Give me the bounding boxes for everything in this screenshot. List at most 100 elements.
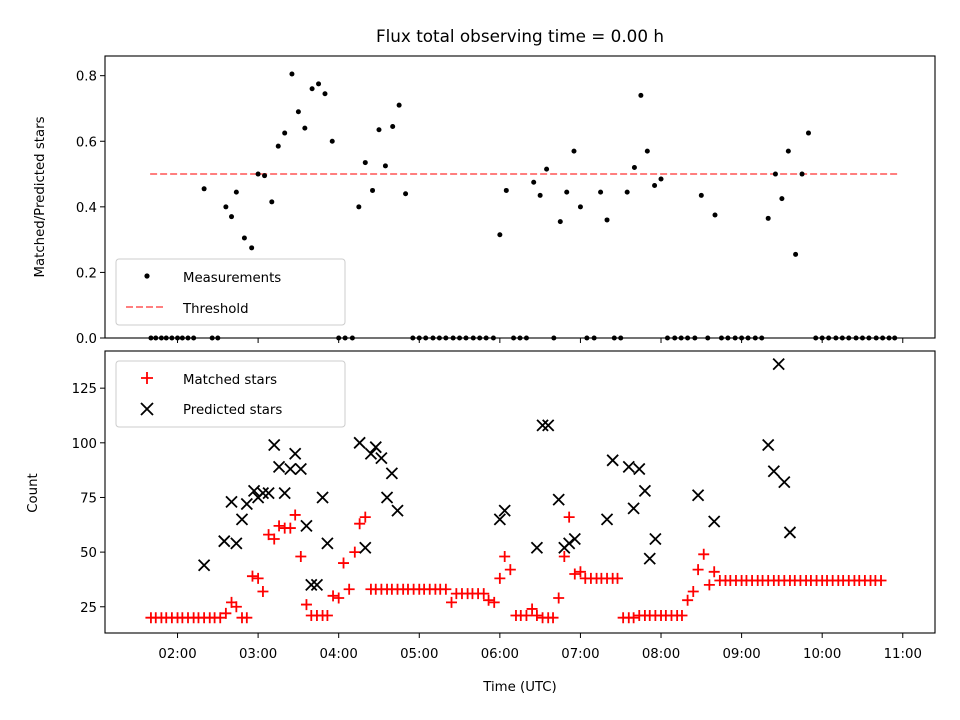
matched-star-point — [268, 533, 280, 545]
predicted-star-point — [294, 462, 307, 476]
predicted-star-point — [606, 454, 619, 467]
measurement-point — [289, 71, 295, 77]
matched-star-point — [563, 511, 575, 523]
measurement-point — [537, 192, 543, 198]
bottom-y-tick-label: 25 — [80, 601, 97, 616]
predicted-star-point — [542, 419, 555, 432]
x-tick-label: 08:00 — [642, 647, 680, 662]
predicted-star-point — [691, 489, 705, 502]
measurement-point — [233, 189, 239, 195]
matched-star-point — [531, 610, 543, 622]
measurement-point — [382, 163, 388, 169]
matched-star-point — [547, 612, 559, 624]
predicted-star-point — [268, 438, 281, 452]
predicted-star-point — [385, 467, 399, 480]
measurement-point — [598, 189, 604, 195]
measurement-point — [793, 251, 799, 257]
measurement-point — [356, 204, 362, 210]
matched-star-point — [574, 566, 586, 578]
matched-star-point — [263, 529, 275, 541]
matched-star-point — [343, 583, 355, 595]
measurement-point — [322, 91, 328, 97]
measurement-point — [785, 148, 791, 154]
top-axes-frame — [104, 55, 936, 339]
bottom-y-tick-label: 125 — [72, 382, 97, 397]
measurement-point — [652, 183, 658, 189]
predicted-star-point — [240, 497, 253, 511]
measurement-point — [638, 92, 644, 98]
predicted-star-point — [380, 491, 394, 504]
measurement-point — [295, 109, 301, 115]
top-legend-box — [115, 258, 346, 326]
predicted-star-point — [300, 519, 313, 533]
predicted-star-point — [530, 541, 544, 554]
measurement-point — [241, 235, 247, 241]
predicted-star-point — [310, 578, 324, 592]
top-y-tick-label: 0.0 — [76, 332, 97, 347]
matched-star-point — [214, 612, 226, 624]
measurement-point — [362, 160, 368, 166]
predicted-star-point — [197, 559, 211, 572]
matched-star-point — [241, 612, 253, 624]
predicted-star-point — [321, 537, 334, 550]
matched-star-point — [273, 520, 285, 532]
predicted-star-point — [600, 513, 614, 526]
predicted-star-point — [638, 484, 652, 498]
predicted-star-point — [305, 578, 318, 592]
predicted-star-point — [369, 441, 382, 454]
predicted-star-point — [247, 484, 261, 498]
top-y-tick-label: 0.8 — [76, 70, 97, 85]
matched-star-point — [230, 601, 242, 613]
top-y-axis-label: Matched/Predicted stars — [33, 116, 48, 277]
matched-star-point — [300, 599, 312, 611]
predicted-star-point — [568, 532, 581, 546]
measurement-point — [396, 102, 402, 108]
predicted-star-point — [708, 515, 721, 528]
measurement-point — [201, 186, 207, 192]
measurement-point — [275, 143, 281, 149]
measurement-point — [255, 171, 261, 177]
x-tick-label: 07:00 — [561, 647, 599, 662]
measurement-point — [531, 179, 537, 185]
predicted-star-point — [316, 491, 329, 504]
chart-title: Flux total observing time = 0.00 h — [376, 26, 664, 46]
bottom-axes-frame — [104, 350, 936, 634]
matched-star-point — [349, 546, 361, 558]
predicted-star-point — [353, 436, 366, 449]
predicted-star-point — [359, 541, 372, 554]
matched-star-point — [440, 583, 452, 595]
matched-star-point — [333, 592, 345, 604]
x-tick-label: 05:00 — [400, 647, 438, 662]
predicted-star-point — [552, 493, 565, 506]
x-tick-label: 06:00 — [481, 647, 519, 662]
predicted-star-point — [772, 357, 785, 371]
top-panel: Flux total observing time = 0.00 h Match… — [33, 26, 936, 347]
predicted-star-point — [364, 447, 378, 460]
predicted-star-point — [391, 504, 404, 517]
predicted-star-point — [643, 552, 656, 565]
bottom-panel: Count Time (UTC) 25 50 75 100 125 02:00 03:00… — [26, 350, 936, 695]
predicted-star-point — [627, 502, 640, 515]
matched-star-point — [321, 610, 333, 622]
measurement-point — [564, 189, 570, 195]
measurement-point — [223, 204, 229, 210]
matched-star-point — [295, 550, 307, 562]
matched-star-point — [252, 572, 264, 584]
predicted-star-point — [218, 535, 231, 548]
matched-star-point — [483, 594, 495, 606]
matched-star-point — [478, 588, 490, 600]
measurement-point — [329, 138, 335, 144]
measurement-point — [262, 173, 268, 179]
predicted-star-point — [778, 476, 791, 489]
top-legend: Measurements Threshold — [115, 258, 346, 326]
matched-star-point — [875, 575, 887, 587]
predicted-star-point — [783, 526, 797, 539]
x-tick-label: 09:00 — [722, 647, 760, 662]
matched-star-point — [446, 596, 458, 608]
measurement-point — [403, 191, 409, 197]
matched-star-point — [488, 596, 500, 608]
bottom-x-ticks: 02:00 03:00 04:00 05:00 06:00 07:00 08:00 09:00… — [158, 633, 922, 662]
predicted-star-point — [493, 513, 506, 526]
matched-star-point — [520, 610, 532, 622]
matched-star-point — [687, 585, 699, 597]
